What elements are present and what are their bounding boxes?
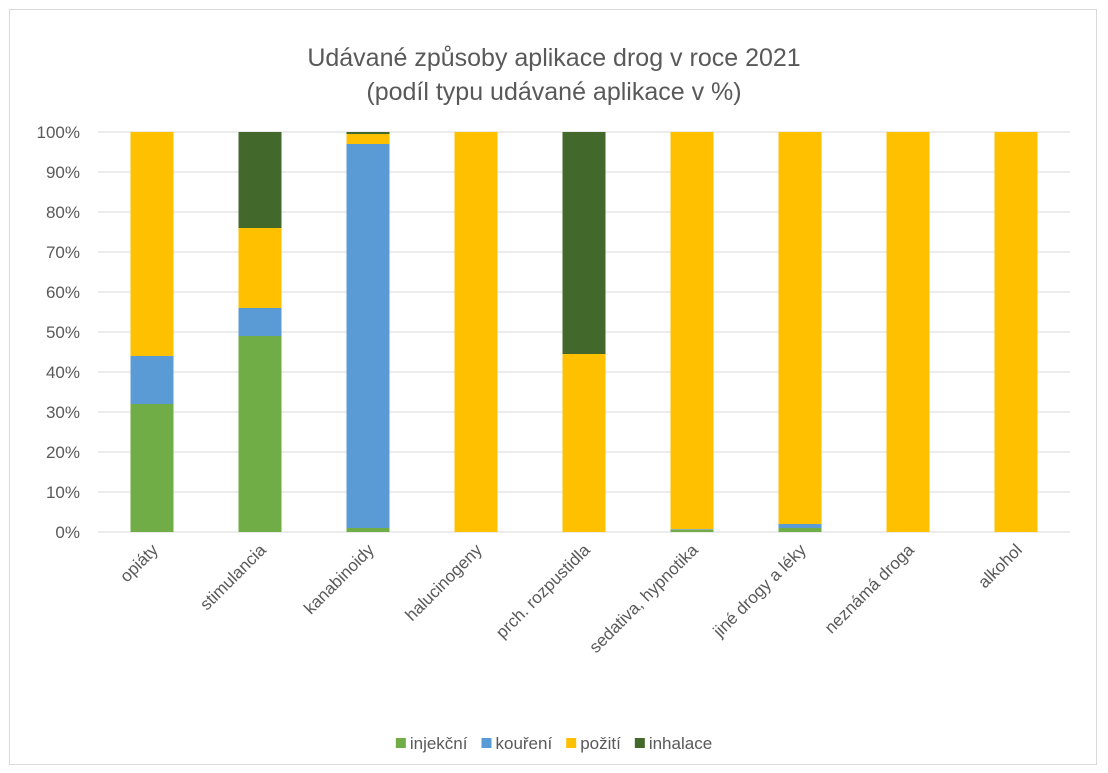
bar-segment — [670, 529, 714, 530]
bar-segment — [454, 132, 498, 532]
y-tick-label: 90% — [46, 163, 80, 182]
y-tick-label: 30% — [46, 403, 80, 422]
bar-segment — [670, 530, 714, 532]
y-tick-label: 70% — [46, 243, 80, 262]
x-tick-label: stimulancia — [196, 540, 270, 614]
bar-segment — [130, 132, 174, 356]
legend-swatch — [481, 738, 492, 748]
x-tick-label: halucinogeny — [402, 540, 487, 625]
bar-segment — [346, 134, 390, 144]
y-tick-label: 50% — [46, 323, 80, 342]
legend-swatch — [566, 738, 577, 748]
legend-swatch — [395, 738, 406, 748]
y-tick-label: 10% — [46, 483, 80, 502]
bar-segment — [238, 228, 282, 308]
chart-title: Udávané způsoby aplikace drog v roce 202… — [307, 44, 800, 72]
x-tick-label: prch. rozpustidla — [492, 540, 594, 642]
bar-segment — [346, 144, 390, 528]
y-tick-label: 0% — [55, 523, 80, 542]
y-axis: 0% 10% 20% 30% 40% 50% 60% 70% 80% 90% 100% — [37, 123, 80, 542]
bar-segment — [238, 132, 282, 228]
bar-segment — [670, 132, 714, 530]
x-tick-label: sedativa, hypnotika — [585, 540, 702, 657]
x-tick-label: neznámá droga — [821, 540, 918, 637]
bar-segment — [778, 132, 822, 524]
x-tick-label: alkohol — [974, 540, 1026, 592]
bar-segment — [886, 132, 930, 532]
x-tick-label: opiáty — [116, 540, 162, 586]
x-tick-label: jiné drogy a léky — [709, 540, 810, 641]
bar-segment — [562, 354, 606, 532]
bar-segment — [778, 528, 822, 532]
x-axis: opiáty stimulancia kanabinoidy halucinogeny… — [116, 540, 1026, 657]
bar-segment — [346, 132, 390, 134]
y-tick-label: 80% — [46, 203, 80, 222]
bar-segment — [130, 356, 174, 404]
legend-swatch — [634, 738, 645, 748]
legend-label: inhalace — [649, 734, 712, 753]
legend-label: injekční — [410, 734, 468, 753]
bar-segment — [778, 524, 822, 528]
bar-segment — [994, 132, 1038, 532]
y-tick-label: 40% — [46, 363, 80, 382]
bar-segment — [130, 404, 174, 532]
chart-subtitle: (podíl typu udávané aplikace v %) — [366, 78, 741, 106]
legend: injekční kouření požití inhalace — [395, 734, 712, 753]
bar-segment — [562, 132, 606, 354]
y-tick-label: 20% — [46, 443, 80, 462]
legend-label: požití — [580, 734, 621, 753]
bar-segment — [238, 336, 282, 532]
bars — [130, 132, 1038, 532]
y-tick-label: 100% — [37, 123, 80, 142]
bar-segment — [346, 528, 390, 532]
bar-segment — [238, 308, 282, 336]
x-tick-label: kanabinoidy — [300, 540, 378, 618]
y-tick-label: 60% — [46, 283, 80, 302]
legend-label: kouření — [495, 734, 552, 753]
